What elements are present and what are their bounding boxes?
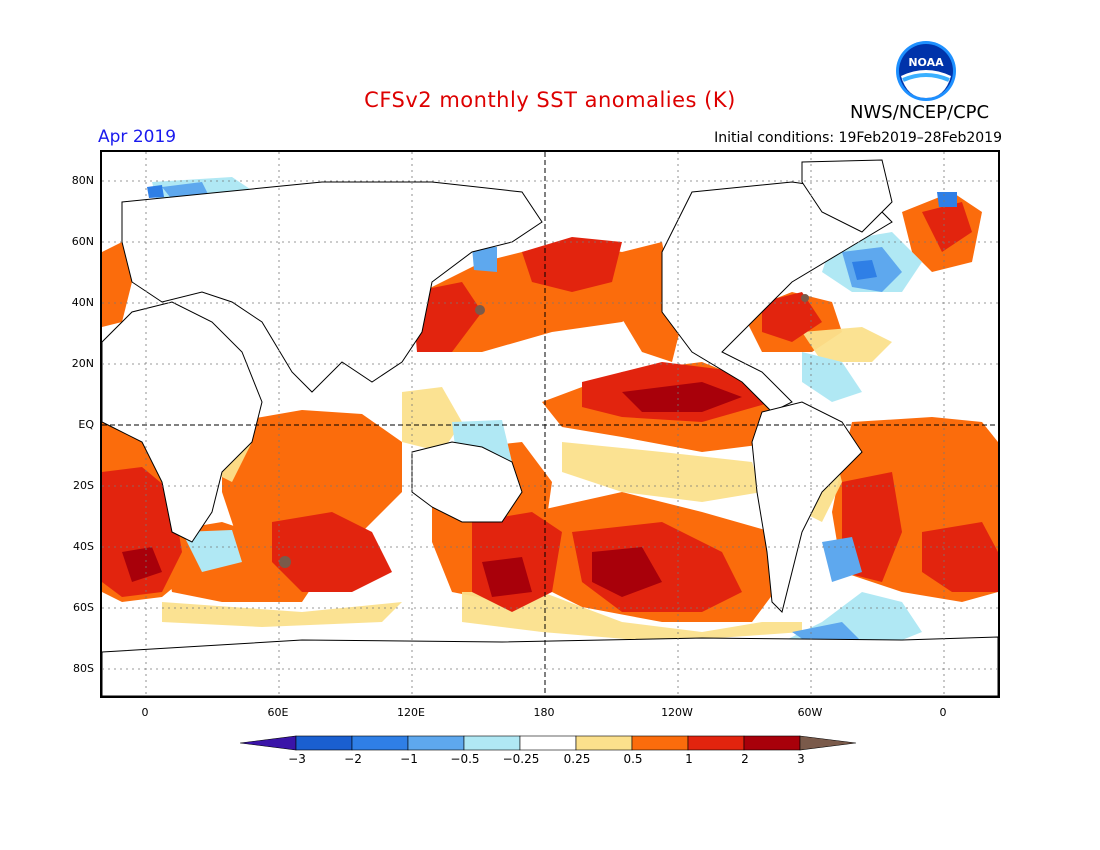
colorbar-swatch xyxy=(295,735,353,751)
colorbar-label: −0.25 xyxy=(502,752,540,766)
colorbar-extend-low xyxy=(240,735,297,751)
colorbar-swatch xyxy=(351,735,409,751)
colorbar-label: −0.5 xyxy=(450,752,480,766)
lat-label-40s: 40S xyxy=(73,540,94,553)
colorbar-swatch xyxy=(687,735,745,751)
initial-conditions: Initial conditions: 19Feb2019–28Feb2019 xyxy=(714,130,1002,146)
colorbar-label: 0.5 xyxy=(623,752,643,766)
forecast-month: Apr 2019 xyxy=(98,127,177,147)
lat-label-80s: 80S xyxy=(73,662,94,675)
colorbar xyxy=(240,735,857,751)
colorbar-swatch xyxy=(575,735,633,751)
lat-label-80n: 80N xyxy=(71,174,94,187)
anomaly-fields xyxy=(102,177,998,662)
colorbar-extend-high xyxy=(799,735,857,751)
lat-label-40n: 40N xyxy=(71,296,94,309)
lon-label-120w: 120W xyxy=(661,706,693,719)
colorbar-label: −2 xyxy=(344,752,362,766)
coastlines xyxy=(102,159,998,696)
lat-label-60n: 60N xyxy=(71,235,94,248)
logo-text: NOAA xyxy=(908,56,944,69)
colorbar-label: 0.25 xyxy=(563,752,591,766)
lat-label-eq: EQ xyxy=(78,418,94,431)
lon-label-120e: 120E xyxy=(397,706,425,719)
lon-label-60e: 60E xyxy=(267,706,289,719)
colorbar-swatch xyxy=(407,735,465,751)
lat-label-60s: 60S xyxy=(73,601,94,614)
map-canvas xyxy=(102,152,998,696)
colorbar-label: 2 xyxy=(741,752,749,766)
colorbar-label: −3 xyxy=(288,752,306,766)
colorbar-label: −1 xyxy=(400,752,418,766)
colorbar-swatch xyxy=(631,735,689,751)
colorbar-swatch xyxy=(463,735,521,751)
lon-label-0-right: 0 xyxy=(939,706,947,719)
equator-dateline xyxy=(102,152,998,696)
colorbar-swatch xyxy=(743,735,801,751)
graticule xyxy=(102,152,998,696)
colorbar-label: 1 xyxy=(685,752,693,766)
lon-label-60w: 60W xyxy=(797,706,823,719)
sst-anomaly-map xyxy=(100,150,1000,698)
chart-title: CFSv2 monthly SST anomalies (K) xyxy=(364,88,736,112)
agency-label: NWS/NCEP/CPC xyxy=(850,102,990,123)
lon-label-180: 180 xyxy=(533,706,555,719)
lat-label-20s: 20S xyxy=(73,479,94,492)
lat-label-20n: 20N xyxy=(71,357,94,370)
lon-label-0-left: 0 xyxy=(141,706,149,719)
colorbar-swatch xyxy=(519,735,577,751)
colorbar-label: 3 xyxy=(797,752,805,766)
noaa-logo-icon: NOAA xyxy=(896,41,956,101)
